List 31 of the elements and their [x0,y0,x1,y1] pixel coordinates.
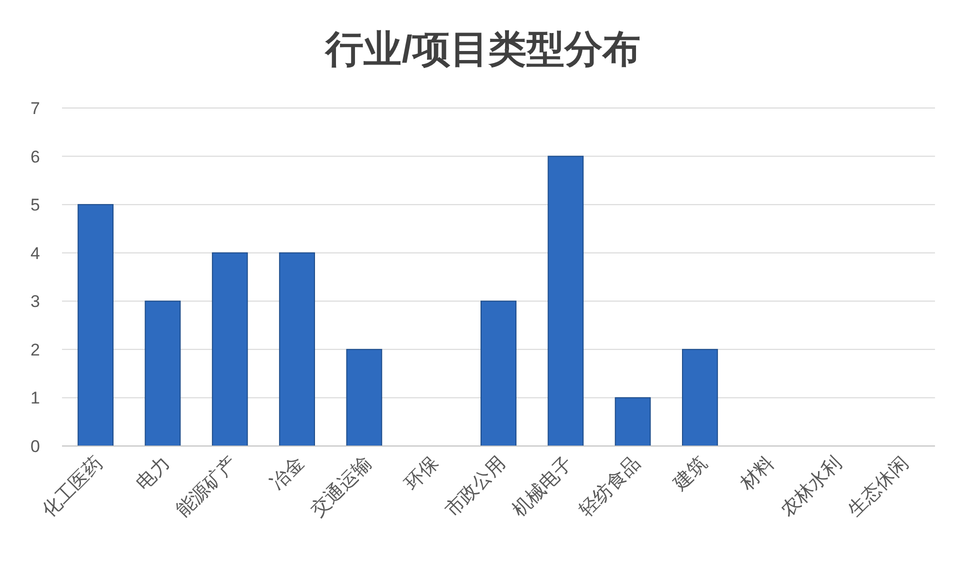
y-tick-label: 7 [30,99,40,118]
bar [480,300,516,446]
x-tick-label: 环保 [401,452,443,494]
x-tick-label: 交通运输 [306,452,376,522]
chart-title: 行业/项目类型分布 [324,29,640,71]
y-tick-label: 2 [30,340,40,360]
x-tick-label: 生态休闲 [844,452,913,522]
x-tick-label: 能源矿产 [172,452,242,522]
bar [682,348,718,446]
x-tick-label: 农林水利 [777,452,846,522]
x-tick-label: 电力 [132,452,174,494]
x-tick-label: 材料 [736,452,779,496]
bar [144,300,181,446]
bar [548,156,584,446]
bar [279,252,315,446]
y-tick-label: 6 [30,147,40,166]
y-tick-label: 1 [30,388,40,408]
x-tick-label: 建筑 [669,452,712,496]
y-tick-label: 0 [30,437,40,456]
x-tick-label: 市政公用 [440,452,510,522]
bar [346,348,382,446]
y-tick-label: 5 [30,196,40,215]
x-tick-label: 化工医药 [38,452,108,522]
bar [78,204,114,446]
x-tick-label: 轻纺食品 [576,452,644,522]
x-tick-label: 机械电子 [508,452,578,522]
bar [614,397,651,446]
x-tick-label: 冶金 [266,452,309,494]
y-tick-label: 4 [30,244,40,263]
y-tick-label: 3 [30,292,40,312]
bar [212,252,248,446]
